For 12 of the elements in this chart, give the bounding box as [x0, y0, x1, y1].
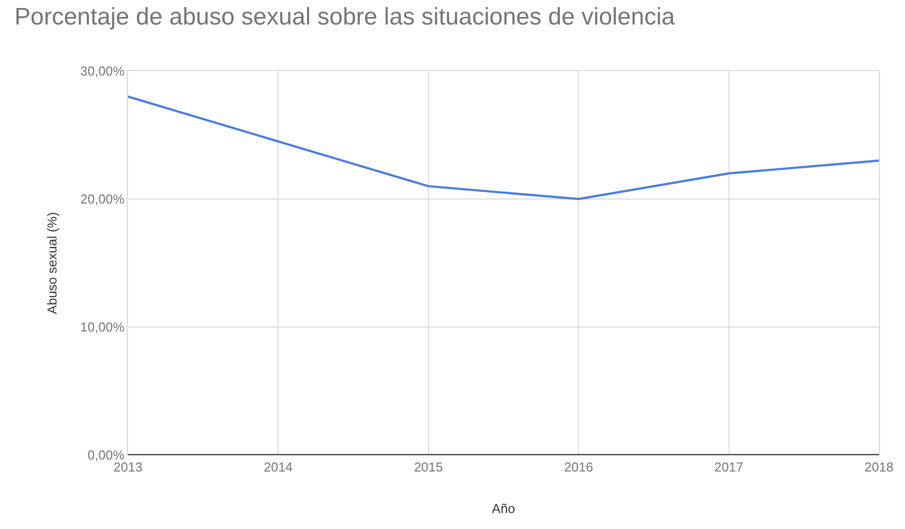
- x-tick-label: 2018: [864, 460, 894, 475]
- x-tick-label: 2016: [564, 460, 594, 475]
- y-axis-title: Abuso sexual (%): [44, 212, 60, 314]
- x-tick-label: 2014: [264, 460, 293, 475]
- line-series: [128, 96, 879, 200]
- y-tick-label: 10,00%: [80, 320, 125, 335]
- x-tick-label: 2015: [414, 460, 443, 475]
- y-tick-label: 20,00%: [80, 192, 125, 207]
- x-axis-title: Año: [492, 501, 516, 516]
- x-tick-label: 2017: [714, 460, 744, 475]
- chart-title: Porcentaje de abuso sexual sobre las situaciones de violencia: [14, 4, 676, 31]
- y-tick-label: 30,00%: [80, 64, 125, 79]
